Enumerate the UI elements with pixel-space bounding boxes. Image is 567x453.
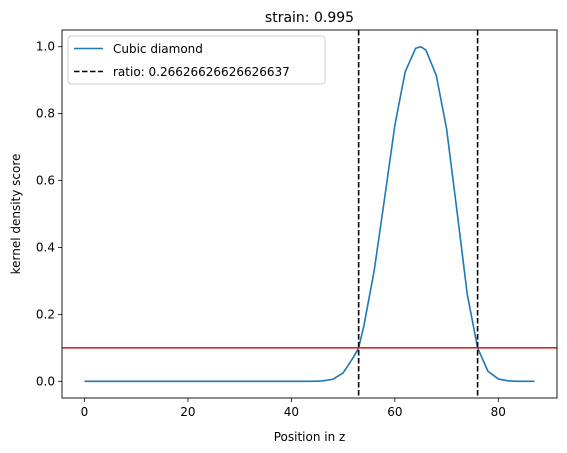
axes-frame [61, 29, 558, 399]
y-tick-label: 0.0 [36, 374, 55, 388]
chart-title: strain: 0.995 [265, 10, 354, 26]
y-axis-label: kernel density score [9, 154, 23, 275]
x-tick-label: 80 [491, 405, 506, 419]
legend: Cubic diamond ratio: 0.26626626626626637 [67, 35, 326, 85]
x-axis-ticks: 0 20 40 60 80 [81, 398, 506, 419]
y-tick-label: 0.2 [36, 307, 55, 321]
plot-area [62, 30, 557, 398]
y-tick-label: 0.4 [36, 240, 55, 254]
legend-label-series: Cubic diamond [113, 42, 203, 56]
y-tick-label: 0.6 [36, 174, 55, 188]
series-line-cubic-diamond [84, 45, 535, 383]
y-tick-label: 1.0 [36, 40, 55, 54]
legend-label-vlines: ratio: 0.26626626626626637 [113, 65, 290, 79]
y-tick-label: 0.8 [36, 107, 55, 121]
x-tick-label: 60 [387, 405, 402, 419]
x-axis-label: Position in z [274, 430, 346, 444]
legend-box [67, 35, 326, 85]
x-tick-label: 20 [180, 405, 195, 419]
x-tick-label: 40 [284, 405, 299, 419]
y-axis-ticks: 0.0 0.2 0.4 0.6 0.8 1.0 [36, 40, 62, 388]
x-tick-label: 0 [81, 405, 89, 419]
